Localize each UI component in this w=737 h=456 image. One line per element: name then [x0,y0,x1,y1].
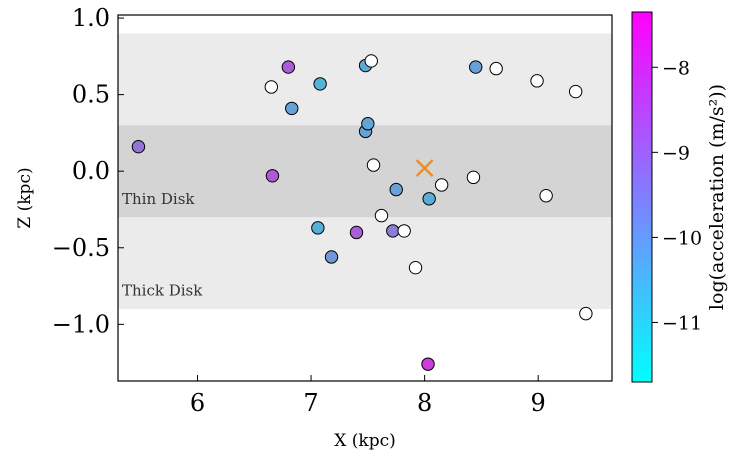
colorbar-tick-label-0: −8 [662,57,690,79]
data-point-18 [408,260,423,275]
y-tick-label-4: −1.0 [52,310,110,338]
data-point-8 [349,225,364,240]
disk-bands [118,33,612,310]
x-tick-label-3: 9 [531,389,546,417]
disk-band-labels: Thick Disk Thin Disk [122,190,203,300]
data-point-14 [374,208,389,223]
data-point-26 [539,189,553,203]
band-label-thick-disk: Thick Disk [122,282,203,300]
colorbar-tick-label-1: −9 [662,142,690,164]
data-point-19 [421,357,435,371]
data-point-6 [311,221,325,235]
data-point-20 [422,192,436,206]
data-point-17 [397,224,411,238]
colorbar-ticks: −8 −9 −10 −11 [652,57,702,334]
data-point-22 [466,170,481,185]
data-point-25 [530,74,544,88]
data-point-21 [434,178,449,192]
colorbar-tick-label-3: −11 [662,312,702,334]
data-point-10 [364,54,378,68]
colorbar-tick-label-2: −10 [662,227,702,249]
data-point-5 [265,169,280,183]
data-point-3 [285,101,299,116]
colorbar [631,11,653,383]
y-axis-ticks: 1.0 0.5 0.0 −0.5 −1.0 [52,4,124,338]
data-point-27 [568,84,583,99]
data-point-1 [264,80,279,94]
y-tick-label-0: 1.0 [72,4,110,32]
data-point-28 [579,306,593,321]
band-label-thin-disk: Thin Disk [122,190,195,208]
data-point-12 [361,117,375,131]
data-points [131,54,593,371]
data-point-2 [281,60,296,74]
colorbar-label: log(acceleration (m/s²)) [706,84,728,310]
x-tick-label-1: 7 [303,389,318,417]
y-axis-label: Z (kpc) [15,167,35,228]
data-point-0 [131,139,146,154]
data-point-15 [386,224,400,238]
x-tick-label-0: 6 [190,389,205,417]
data-point-16 [389,182,403,197]
x-axis-ticks: 6 7 8 9 [190,375,546,417]
x-axis-label: X (kpc) [334,431,395,451]
data-point-24 [489,61,503,76]
data-point-23 [469,60,483,74]
data-point-7 [324,250,339,264]
data-point-4 [313,77,327,91]
y-tick-label-1: 0.5 [72,81,110,109]
sun-marker [415,159,434,177]
sun-marker-stroke-2 [415,159,434,177]
band-thin-disk [118,125,612,218]
x-tick-label-2: 8 [417,389,432,417]
y-tick-label-2: 0.0 [72,157,110,185]
plot-frame [117,14,613,382]
data-point-13 [366,158,381,172]
y-tick-label-3: −0.5 [52,234,110,262]
